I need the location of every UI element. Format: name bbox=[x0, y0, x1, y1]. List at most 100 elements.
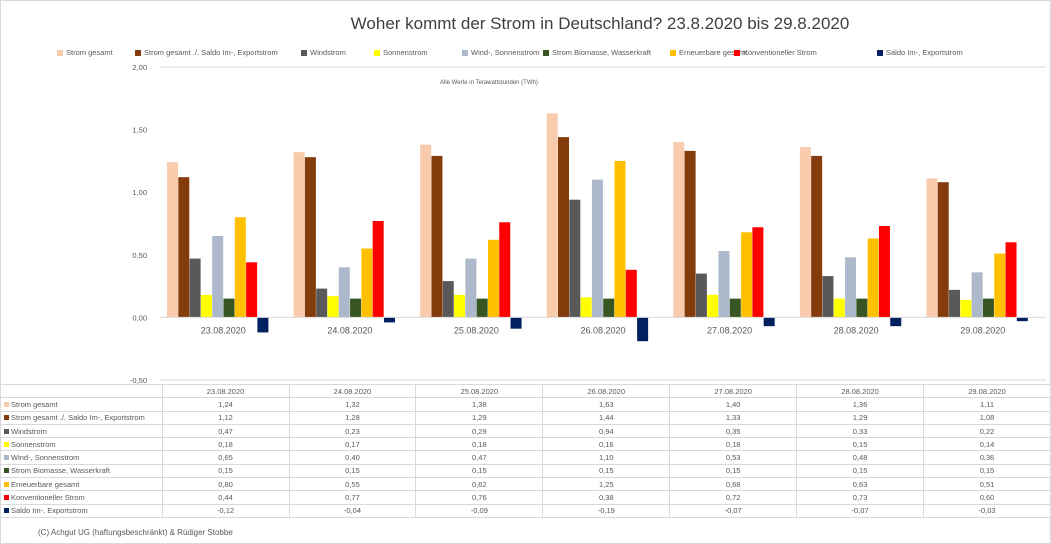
legend-swatch bbox=[462, 49, 468, 56]
bar-7-6 bbox=[1005, 242, 1017, 318]
copyright-footer: (C) Achgut UG (haftungsbeschränkt) & Rüd… bbox=[38, 528, 233, 537]
bar-1-5 bbox=[811, 155, 823, 318]
bar-5-0 bbox=[223, 298, 235, 318]
series-name: Windstrom bbox=[11, 426, 47, 436]
legend-label: Konventioneller Strom bbox=[743, 48, 817, 57]
table-cell: 0,44 bbox=[161, 490, 290, 505]
legend-label: Wind-, Sonnenstrom bbox=[471, 48, 540, 57]
series-name: Wind-, Sonnenstrom bbox=[11, 453, 80, 463]
table-cell: 1,28 bbox=[288, 410, 417, 425]
bar-8-2 bbox=[510, 317, 522, 329]
table-cell: 0,94 bbox=[542, 423, 671, 439]
table-cell: 0,80 bbox=[161, 477, 290, 492]
table-header-cell: 24.08.2020 bbox=[288, 383, 417, 399]
table-row-label: Strom Biomasse, Wasserkraft bbox=[0, 463, 163, 479]
bar-5-3 bbox=[603, 298, 615, 318]
bar-3-0 bbox=[200, 294, 212, 318]
bar-6-2 bbox=[487, 239, 499, 318]
table-cell: 1,38 bbox=[415, 397, 544, 412]
table-row: Sonnenstrom 0,18 0,17 0,18 0,16 0,18 0,15 0,14 bbox=[0, 437, 1051, 452]
legend-swatch bbox=[4, 415, 9, 421]
table-cell: 0,29 bbox=[415, 423, 544, 439]
bar-8-0 bbox=[257, 317, 269, 333]
bar-8-3 bbox=[637, 317, 649, 342]
bar-2-3 bbox=[569, 199, 581, 318]
table-header-row: 23.08.2020 24.08.2020 25.08.2020 26.08.2020… bbox=[0, 383, 1051, 399]
bar-0-2 bbox=[420, 144, 432, 318]
x-tick-label: 29.08.2020 bbox=[960, 325, 1005, 335]
table-row-label: Erneuerbare gesamt bbox=[0, 477, 163, 492]
bar-7-3 bbox=[625, 269, 637, 318]
table-cell: 0,15 bbox=[923, 463, 1051, 479]
table-header-cell: 27.08.2020 bbox=[669, 383, 798, 399]
table-cell: 0,72 bbox=[669, 490, 798, 505]
bar-0-6 bbox=[926, 178, 938, 318]
bar-3-5 bbox=[833, 298, 845, 318]
legend-swatch bbox=[543, 49, 549, 56]
legend-swatch bbox=[670, 49, 676, 56]
bar-4-3 bbox=[591, 179, 603, 318]
legend-swatch bbox=[4, 495, 9, 501]
table-cell: 1,36 bbox=[796, 397, 925, 412]
bar-1-2 bbox=[431, 155, 443, 318]
bar-5-5 bbox=[856, 298, 868, 318]
table-cell: 1,40 bbox=[669, 397, 798, 412]
table-row: Wind-, Sonnenstrom 0,65 0,40 0,47 1,10 0,53 0,… bbox=[0, 450, 1051, 465]
table-cell: 0,51 bbox=[923, 477, 1051, 492]
table-row: Saldo Im-, Exportstrom -0,12 -0,04 -0,09 -0,… bbox=[0, 503, 1051, 518]
bar-1-6 bbox=[937, 182, 949, 318]
table-row-label: Saldo Im-, Exportstrom bbox=[0, 503, 163, 518]
legend-label: Strom gesamt bbox=[66, 48, 113, 57]
x-tick-label: 23.08.2020 bbox=[201, 325, 246, 335]
bar-8-6 bbox=[1016, 317, 1028, 322]
bar-2-0 bbox=[189, 258, 201, 318]
table-row: Erneuerbare gesamt 0,80 0,55 0,62 1,25 0,68 0,… bbox=[0, 477, 1051, 492]
legend-swatch bbox=[877, 49, 883, 56]
table-row: Strom gesamt ./. Saldo Im-, Exportstrom 1… bbox=[0, 410, 1051, 425]
legend-swatch bbox=[734, 49, 740, 56]
bar-6-5 bbox=[867, 238, 879, 318]
table-cell: 0,68 bbox=[669, 477, 798, 492]
legend-swatch bbox=[4, 508, 9, 514]
table-cell: 0,55 bbox=[288, 477, 417, 492]
bar-2-2 bbox=[442, 281, 454, 318]
legend-label: Saldo Im-, Exportstrom bbox=[886, 48, 963, 57]
table-cell: 0,14 bbox=[923, 437, 1051, 452]
table-cell: -0,09 bbox=[415, 503, 544, 518]
table-cell: 1,32 bbox=[288, 397, 417, 412]
y-tick-label: 2,00 bbox=[132, 63, 147, 72]
table-cell: 1,12 bbox=[161, 410, 290, 425]
bar-7-1 bbox=[372, 220, 384, 318]
legend-item: Windstrom bbox=[301, 48, 346, 57]
legend-item: Sonnenstrom bbox=[374, 48, 428, 57]
series-name: Saldo Im-, Exportstrom bbox=[11, 506, 88, 516]
table-cell: 0,35 bbox=[669, 423, 798, 439]
table-cell: 0,53 bbox=[669, 450, 798, 465]
bar-7-5 bbox=[878, 226, 890, 318]
bar-5-6 bbox=[982, 298, 994, 318]
bar-6-4 bbox=[741, 232, 753, 318]
bar-5-1 bbox=[350, 298, 362, 318]
legend-item: Strom gesamt ./. Saldo Im-, Exportstrom bbox=[135, 48, 278, 57]
table-row-label: Strom gesamt ./. Saldo Im-, Exportstrom bbox=[0, 410, 163, 425]
table-row: Strom Biomasse, Wasserkraft 0,15 0,15 0,15 0… bbox=[0, 463, 1051, 479]
bar-0-3 bbox=[546, 113, 558, 318]
table-cell: 1,08 bbox=[923, 410, 1051, 425]
table-cell: -0,07 bbox=[669, 503, 798, 518]
table-cell: 0,47 bbox=[161, 423, 290, 439]
legend-label: Windstrom bbox=[310, 48, 346, 57]
bar-4-1 bbox=[338, 267, 350, 318]
table-cell: 0,15 bbox=[796, 463, 925, 479]
table-cell: 0,15 bbox=[796, 437, 925, 452]
legend-item: Strom Biomasse, Wasserkraft bbox=[543, 48, 651, 57]
x-tick-label: 25.08.2020 bbox=[454, 325, 499, 335]
bar-0-1 bbox=[293, 152, 305, 318]
table-cell: 0,15 bbox=[669, 463, 798, 479]
chart-title: Woher kommt der Strom in Deutschland? 23… bbox=[350, 14, 850, 33]
table-cell: 0,77 bbox=[288, 490, 417, 505]
table-header-cell: 25.08.2020 bbox=[415, 383, 544, 399]
table-cell: 0,33 bbox=[796, 423, 925, 439]
bar-5-2 bbox=[476, 298, 488, 318]
bar-3-6 bbox=[960, 299, 972, 318]
table-cell: -0,04 bbox=[288, 503, 417, 518]
